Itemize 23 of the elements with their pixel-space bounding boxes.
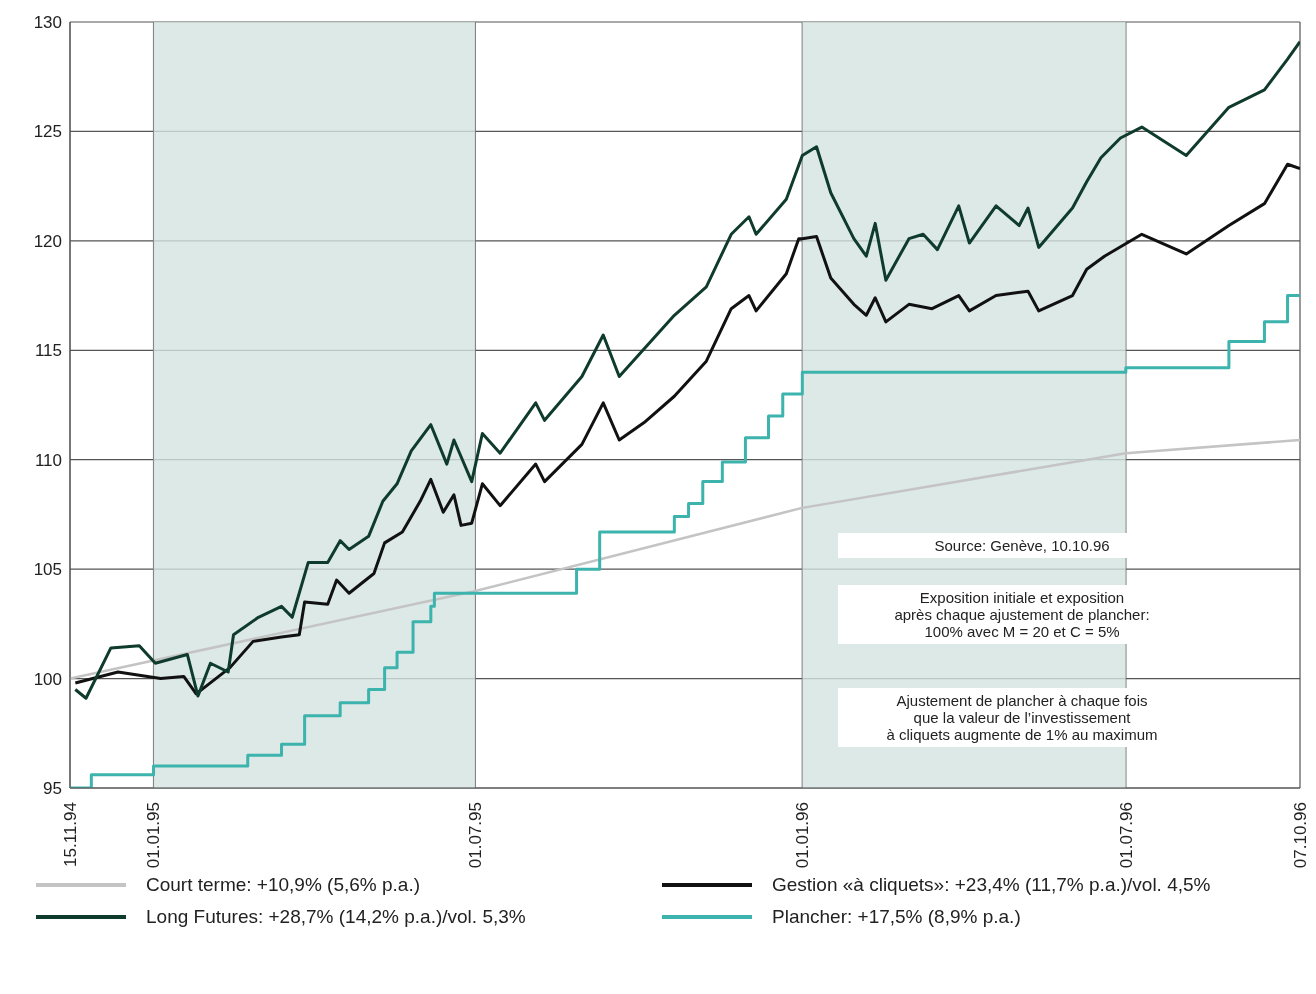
- legend-label: Plancher: +17,5% (8,9% p.a.): [772, 906, 1021, 928]
- x-tick-label: 15.11.94: [60, 802, 80, 867]
- x-tick-label: 01.01.95: [144, 802, 164, 869]
- y-tick-label: 110: [34, 450, 62, 470]
- y-tick-label: 95: [43, 779, 62, 799]
- legend-label: Court terme: +10,9% (5,6% p.a.): [146, 874, 421, 896]
- x-tick-label: 01.07.95: [466, 802, 486, 869]
- x-tick-label: 07.10.96: [1290, 802, 1310, 869]
- y-tick-label: 115: [34, 341, 62, 361]
- y-tick-label: 125: [33, 122, 62, 142]
- annotation: Ajustement de plancher à chaque fois que la valeur de l’investissement à cliquets augmente de 1% au maximum: [885, 692, 1159, 744]
- y-tick-label: 120: [33, 231, 62, 251]
- annotation: Source: Genève, 10.10.96: [933, 536, 1111, 554]
- y-tick-label: 100: [33, 669, 62, 689]
- y-tick-label: 130: [33, 13, 62, 33]
- x-tick-label: 01.01.96: [793, 802, 813, 869]
- line-series: [73, 162, 1300, 696]
- legend-label: Gestion «à cliquets»: +23,4% (11,7% p.a.)/vol. 4,5%: [772, 874, 1211, 896]
- annotation: Exposition initiale et exposition après chaque ajustement de plancher: 100% avec M = 20 et C = 5%: [893, 589, 1151, 640]
- line-series: [70, 438, 1300, 680]
- x-tick-label: 01.07.96: [1116, 802, 1136, 869]
- y-tick-label: 105: [33, 560, 62, 580]
- legend-label: Long Futures: +28,7% (14,2% p.a.)/vol. 5,3%: [146, 906, 526, 928]
